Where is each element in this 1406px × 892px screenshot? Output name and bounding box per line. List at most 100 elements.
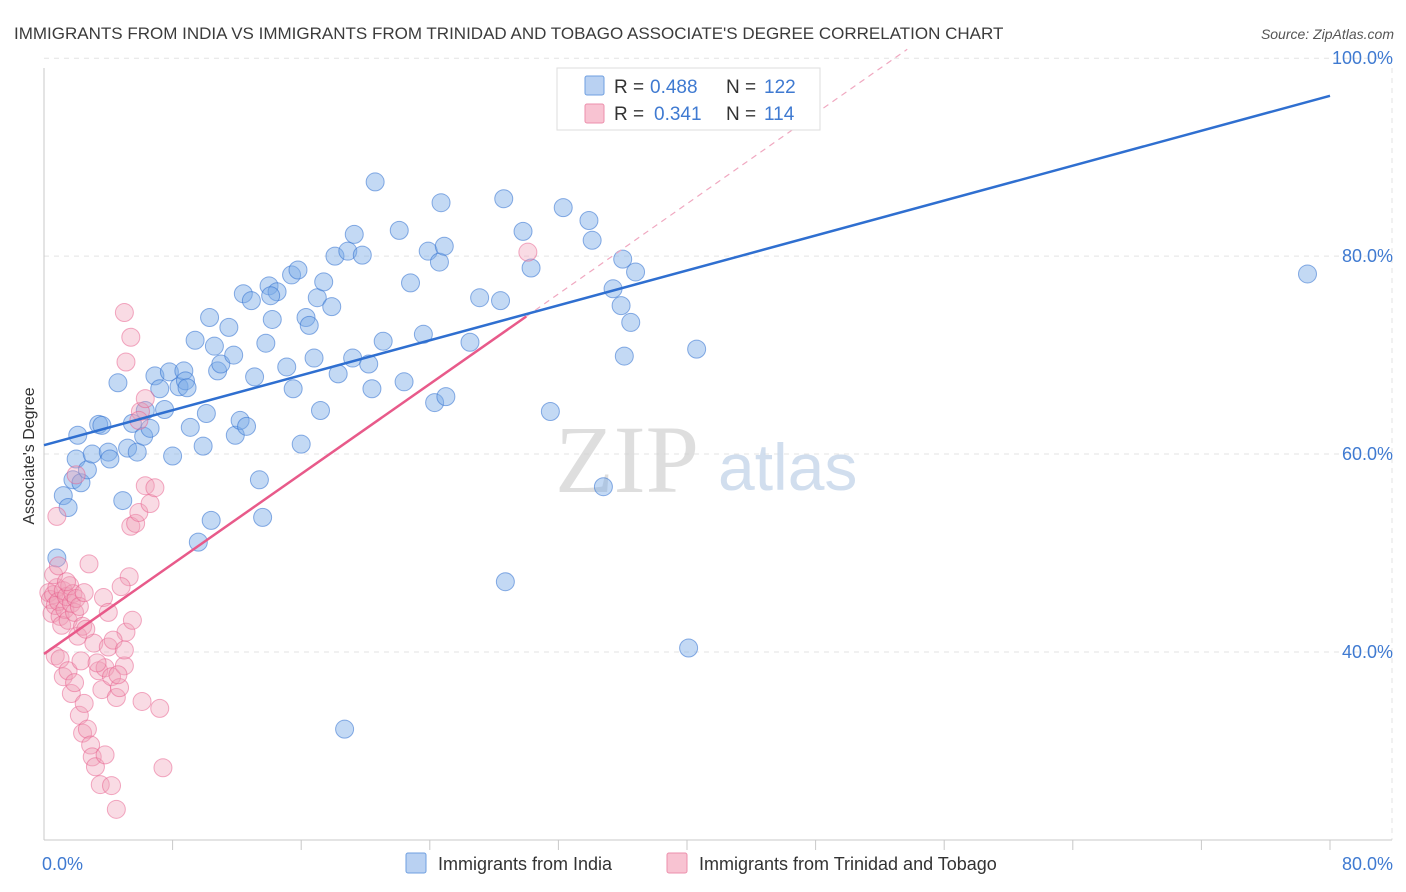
- point-india-0: [47, 548, 67, 568]
- point-india-30: [180, 417, 200, 437]
- point-trinidad-43: [102, 667, 122, 687]
- point-india-93: [495, 572, 515, 592]
- point-india-11: [98, 442, 118, 462]
- gridlines: [44, 57, 1393, 840]
- legend-r-value-trinidad: 0.341: [654, 104, 702, 125]
- watermark-atlas: atlas: [718, 430, 857, 504]
- point-india-29: [177, 378, 197, 398]
- point-trinidad-66: [122, 610, 142, 630]
- point-trinidad-25: [79, 554, 99, 574]
- point-trinidad-78: [132, 691, 152, 711]
- point-trinidad-68: [153, 758, 173, 778]
- point-trinidad-54: [119, 567, 139, 587]
- point-india-66: [322, 297, 342, 317]
- point-india-97: [582, 230, 602, 250]
- point-india-28: [175, 371, 195, 391]
- point-trinidad-77: [108, 665, 128, 685]
- point-trinidad-72: [114, 303, 134, 323]
- point-trinidad-37: [81, 735, 101, 755]
- point-india-73: [359, 354, 379, 374]
- point-trinidad-30: [58, 661, 78, 681]
- point-india-62: [304, 348, 324, 368]
- point-india-56: [283, 379, 303, 399]
- point-trinidad-50: [95, 745, 115, 765]
- point-trinidad-52: [106, 799, 126, 819]
- point-trinidad-55: [93, 588, 113, 608]
- point-india-82: [425, 393, 445, 413]
- point-india-98: [593, 477, 613, 497]
- point-trinidad-36: [77, 719, 97, 739]
- point-india-54: [261, 286, 281, 306]
- point-trinidad-24: [57, 572, 77, 592]
- point-india-102: [614, 346, 634, 366]
- point-india-13: [108, 373, 128, 393]
- legend-r-label-india: R =: [614, 77, 644, 98]
- trend-trinidad: [43, 315, 527, 655]
- x-tick-labels: 0.0% 80.0%: [42, 854, 1393, 874]
- point-india-44: [233, 284, 253, 304]
- x-tick-label-0: 0.0%: [42, 854, 83, 874]
- stats-legend: R = 0.488 N = 122 R = 0.341 N = 114: [556, 67, 821, 131]
- point-india-70: [343, 348, 363, 368]
- point-india-27: [174, 361, 194, 381]
- point-trinidad-21: [74, 583, 94, 603]
- point-india-36: [201, 510, 221, 530]
- point-india-1: [53, 486, 73, 506]
- point-india-75: [365, 172, 385, 192]
- point-trinidad-67: [150, 698, 170, 718]
- point-india-79: [401, 273, 421, 293]
- point-trinidad-61: [126, 513, 146, 533]
- point-india-88: [470, 288, 490, 308]
- trend-trinidad-extension: [525, 48, 908, 317]
- point-india-104: [613, 249, 633, 269]
- point-india-31: [185, 330, 205, 350]
- legend-swatch-trinidad: [584, 103, 605, 124]
- point-india-45: [237, 416, 257, 436]
- point-india-33: [193, 436, 213, 456]
- point-india-57: [282, 265, 302, 285]
- point-india-83: [429, 252, 449, 272]
- point-india-18: [134, 426, 154, 446]
- y-axis-label: Associate's Degree: [21, 387, 38, 524]
- y-tick-label-1: 80.0%: [1342, 246, 1393, 266]
- point-india-107: [335, 719, 355, 739]
- point-india-41: [224, 345, 244, 365]
- y-tick-label-2: 60.0%: [1342, 444, 1393, 464]
- y-tick-labels: 100.0% 80.0% 60.0% 40.0%: [1332, 48, 1393, 662]
- point-india-40: [219, 317, 239, 337]
- point-trinidad-35: [74, 693, 94, 713]
- point-trinidad-12: [58, 610, 78, 630]
- point-trinidad-80: [135, 389, 155, 409]
- legend-r-value-india: 0.488: [650, 77, 698, 98]
- point-india-67: [325, 246, 345, 266]
- point-india-87: [460, 332, 480, 352]
- point-trinidad-74: [76, 619, 96, 639]
- point-india-69: [338, 241, 358, 261]
- point-trinidad-75: [71, 651, 91, 671]
- y-tick-label-0: 100.0%: [1332, 48, 1393, 68]
- point-india-25: [163, 446, 183, 466]
- watermark-zip: ZIP: [555, 406, 699, 513]
- point-trinidad-59: [114, 640, 134, 660]
- point-india-96: [579, 211, 599, 231]
- series-india-points: [47, 172, 1317, 739]
- point-india-100: [611, 296, 631, 316]
- point-india-19: [140, 418, 160, 438]
- chart-source: Source: ZipAtlas.com: [1261, 26, 1394, 42]
- point-trinidad-31: [61, 684, 81, 704]
- point-india-61: [299, 315, 319, 335]
- point-trinidad-65: [145, 478, 165, 498]
- point-india-17: [127, 442, 147, 462]
- point-india-74: [362, 379, 382, 399]
- point-trinidad-32: [65, 673, 85, 693]
- y-tick-label-3: 40.0%: [1342, 642, 1393, 662]
- point-india-64: [310, 401, 330, 421]
- point-trinidad-81: [66, 465, 86, 485]
- trend-india: [43, 94, 1331, 447]
- point-india-95: [553, 198, 573, 218]
- point-trinidad-42: [98, 637, 118, 657]
- legend-r-label-trinidad: R =: [614, 104, 644, 125]
- x-tick-label-1: 80.0%: [1342, 854, 1393, 874]
- point-trinidad-63: [135, 476, 155, 496]
